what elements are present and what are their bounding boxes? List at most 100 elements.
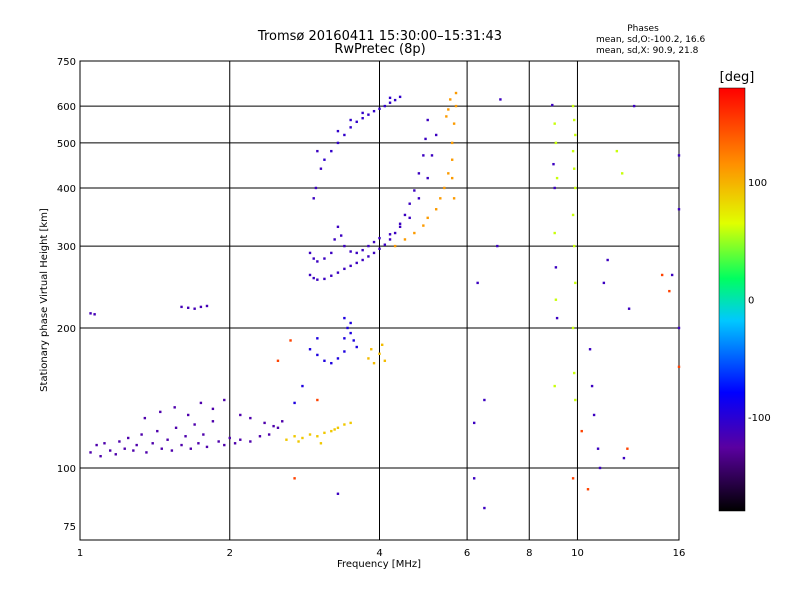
data-point: [553, 122, 556, 125]
data-point: [333, 428, 336, 431]
data-point: [447, 108, 450, 111]
data-point: [572, 371, 576, 375]
data-point: [383, 359, 387, 362]
data-point: [378, 247, 381, 250]
colorbar-label: [deg]: [720, 70, 755, 85]
data-point: [349, 321, 352, 325]
data-point: [114, 453, 117, 456]
data-point: [143, 416, 147, 420]
data-point: [330, 361, 333, 365]
data-point: [180, 305, 183, 309]
data-point: [408, 202, 411, 205]
data-point: [316, 260, 319, 263]
data-point: [367, 255, 370, 258]
data-point: [586, 488, 590, 491]
data-point: [99, 454, 102, 458]
data-point: [159, 410, 162, 414]
data-point: [408, 216, 411, 220]
data-point: [398, 95, 402, 99]
data-point: [349, 421, 352, 425]
data-point: [289, 339, 292, 342]
data-point: [555, 176, 559, 180]
data-point: [454, 91, 458, 95]
data-point: [281, 420, 284, 423]
data-point: [199, 401, 203, 405]
data-point: [574, 133, 577, 137]
data-point: [355, 251, 358, 255]
data-point: [211, 407, 215, 411]
x-tick-label: 4: [376, 548, 382, 559]
data-point: [349, 250, 352, 253]
data-point: [483, 398, 486, 402]
data-point: [93, 313, 96, 316]
data-point: [156, 429, 159, 433]
data-point: [413, 231, 416, 235]
data-point: [496, 244, 499, 248]
data-point: [89, 451, 92, 454]
data-point: [343, 350, 346, 353]
data-point: [677, 326, 681, 330]
data-point: [333, 238, 336, 241]
data-point: [330, 251, 333, 255]
data-point: [383, 243, 387, 246]
data-point: [574, 281, 577, 285]
data-point: [592, 413, 596, 417]
data-point: [452, 197, 456, 200]
x-tick-label: 16: [673, 548, 686, 559]
data-point: [301, 436, 304, 440]
data-point: [380, 343, 384, 347]
data-point: [677, 208, 681, 211]
data-point: [123, 447, 126, 450]
data-point: [343, 316, 346, 320]
data-point: [447, 172, 450, 175]
stats-line-o: mean, sd,O:-100.2, 16.6: [596, 35, 706, 45]
data-point: [580, 429, 583, 433]
data-point: [670, 273, 674, 277]
data-point: [118, 440, 121, 443]
data-point: [430, 154, 434, 157]
grid-lines: [80, 61, 679, 540]
data-points: [89, 91, 681, 510]
data-point: [228, 436, 231, 440]
y-axis-label: Stationary phase Virtual Height [km]: [39, 208, 50, 392]
data-point: [668, 289, 671, 293]
data-point: [239, 413, 242, 417]
y-tick-label: 200: [57, 324, 76, 335]
data-point: [285, 438, 288, 441]
data-point: [184, 435, 187, 438]
data-point: [319, 167, 323, 170]
data-point: [452, 122, 456, 125]
data-point: [361, 248, 364, 252]
data-point: [450, 141, 454, 145]
data-point: [588, 348, 592, 351]
y-tick-label: 500: [57, 139, 76, 150]
x-axis-label: Frequency [MHz]: [337, 559, 421, 570]
data-point: [572, 118, 576, 122]
data-point: [571, 149, 575, 153]
data-point: [330, 149, 333, 153]
data-point: [615, 149, 619, 153]
data-point: [249, 440, 252, 443]
data-point: [553, 231, 556, 235]
data-point: [572, 167, 576, 170]
data-point: [372, 251, 376, 255]
data-point: [323, 158, 326, 161]
colorbar-tick-label: 100: [748, 178, 767, 189]
data-point: [499, 98, 502, 101]
data-point: [217, 440, 220, 443]
data-point: [343, 244, 346, 248]
data-point: [454, 104, 458, 108]
colorbar-ticks: 100 0 -100: [748, 178, 771, 424]
data-point: [316, 149, 319, 153]
data-point: [202, 433, 205, 436]
data-point: [323, 257, 326, 260]
y-tick-label: 75: [63, 522, 76, 533]
data-point: [336, 492, 340, 495]
data-point: [336, 357, 340, 360]
x-axis: 1 2 4 6 8 10 16: [77, 548, 686, 559]
data-point: [336, 426, 340, 429]
data-point: [574, 398, 577, 402]
data-point: [361, 258, 364, 262]
data-point: [89, 312, 92, 315]
